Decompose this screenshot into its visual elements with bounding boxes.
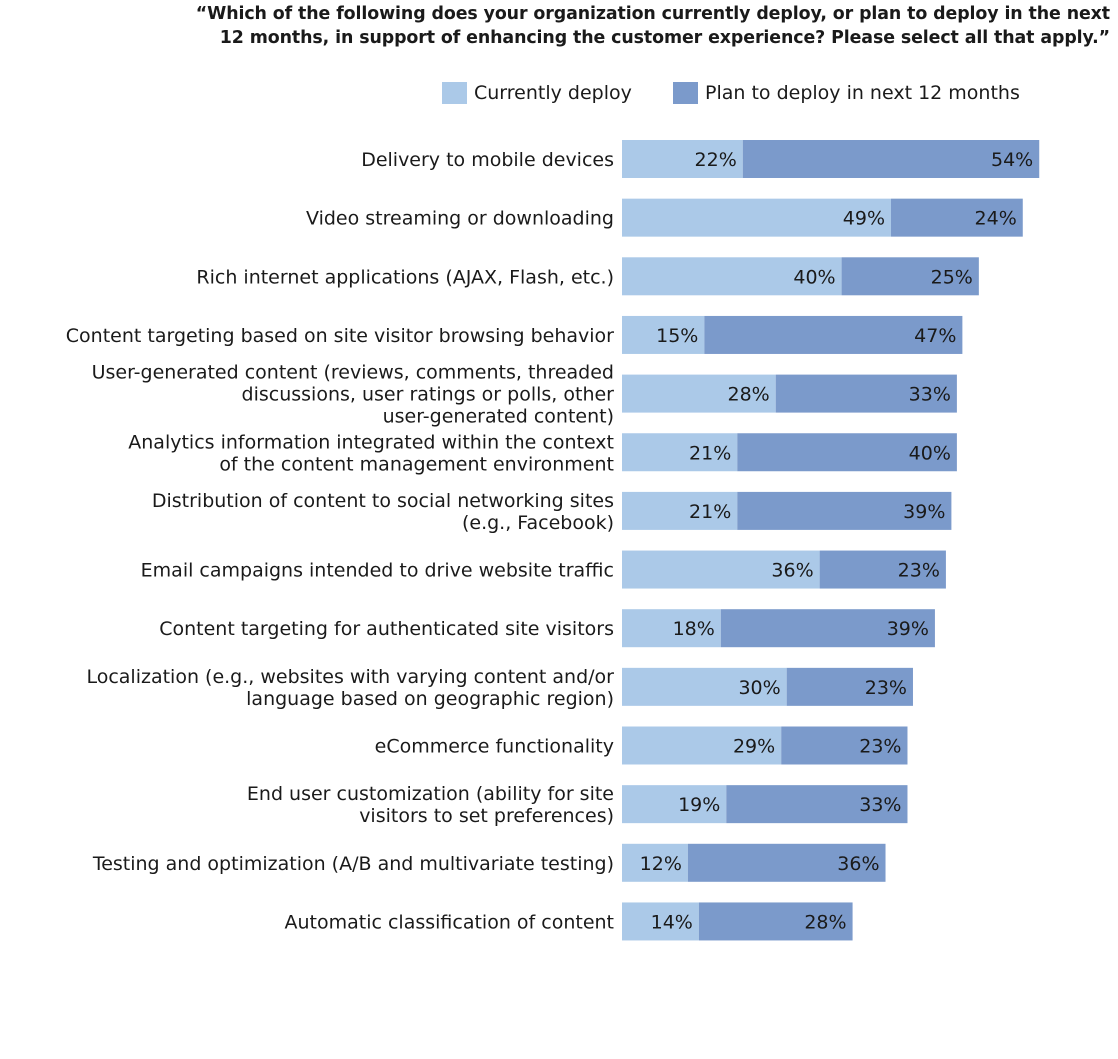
bar-plan-to-deploy-analytics-information-integrated-within-: [737, 433, 957, 472]
category-label-analytics-information-integrated-within--line-2: of the content management environment: [219, 453, 614, 475]
category-label-analytics-information-integrated-within--line-1: Analytics information integrated within …: [128, 431, 614, 453]
bar-currently-deploy-user-generated-content-reviews-comments-: [622, 374, 776, 413]
bar-plan-to-deploy-end-user-customization-ability-for-site-: [726, 785, 908, 824]
chart-title-line-2: 12 months, in support of enhancing the c…: [219, 28, 1110, 48]
data-label-currently-deploy-content-targeting-for-authenticated-site: 18%: [673, 618, 715, 640]
category-label-rich-internet-applications-ajax-flash-et: Rich internet applications (AJAX, Flash,…: [196, 266, 614, 288]
data-label-currently-deploy-distribution-of-content-to-social-networ: 21%: [689, 501, 731, 523]
data-label-plan-to-deploy-rich-internet-applications-ajax-flash-et: 25%: [931, 266, 973, 288]
bar-currently-deploy-automatic-classification-of-content: [622, 902, 699, 941]
category-label-distribution-of-content-to-social-networ-line-2: (e.g., Facebook): [462, 512, 614, 534]
data-label-currently-deploy-automatic-classification-of-content: 14%: [651, 911, 693, 933]
legend-item-plan-to-deploy: Plan to deploy in next 12 months: [673, 80, 1020, 106]
chart-title-line-1: “Which of the following does your organi…: [195, 4, 1110, 24]
data-label-plan-to-deploy-automatic-classification-of-content: 28%: [804, 911, 846, 933]
data-label-plan-to-deploy-end-user-customization-ability-for-site-: 33%: [859, 794, 901, 816]
data-label-plan-to-deploy-testing-and-optimization-a-b-and-multiva: 36%: [837, 853, 879, 875]
category-label-end-user-customization-ability-for-site--line-1: End user customization (ability for site: [247, 783, 614, 805]
category-label-user-generated-content-reviews-comments--line-3: user-generated content): [383, 406, 614, 428]
data-label-currently-deploy-analytics-information-integrated-within-: 21%: [689, 442, 731, 464]
legend-label-plan-to-deploy: Plan to deploy in next 12 months: [705, 82, 1020, 104]
bar-plan-to-deploy-automatic-classification-of-content: [698, 902, 853, 941]
data-label-plan-to-deploy-delivery-to-mobile-devices: 54%: [991, 149, 1033, 171]
bar-plan-to-deploy-content-targeting-based-on-site-visitor-: [704, 315, 963, 354]
legend: Currently deploy Plan to deploy in next …: [0, 80, 1052, 106]
data-label-currently-deploy-rich-internet-applications-ajax-flash-et: 40%: [793, 266, 835, 288]
data-label-plan-to-deploy-content-targeting-for-authenticated-site: 39%: [887, 618, 929, 640]
bar-currently-deploy-delivery-to-mobile-devices: [622, 140, 743, 178]
category-label-user-generated-content-reviews-comments--line-2: discussions, user ratings or polls, othe…: [242, 384, 615, 406]
bar-currently-deploy-email-campaigns-intended-to-drive-websit: [622, 550, 820, 589]
data-label-plan-to-deploy-content-targeting-based-on-site-visitor-: 47%: [914, 325, 956, 347]
bar-currently-deploy-analytics-information-integrated-within-: [622, 433, 738, 472]
data-label-plan-to-deploy-video-streaming-or-downloading: 24%: [975, 208, 1017, 230]
bar-plan-to-deploy-localization-e-g-websites-with-varying-c: [786, 667, 913, 706]
bar-plan-to-deploy-ecommerce-functionality: [781, 726, 908, 765]
bar-plan-to-deploy-rich-internet-applications-ajax-flash-et: [841, 257, 979, 296]
bar-plan-to-deploy-email-campaigns-intended-to-drive-websit: [819, 550, 946, 589]
bar-currently-deploy-distribution-of-content-to-social-networ: [622, 491, 738, 530]
category-label-ecommerce-functionality: eCommerce functionality: [375, 736, 614, 758]
data-label-currently-deploy-video-streaming-or-downloading: 49%: [843, 208, 885, 230]
data-label-plan-to-deploy-user-generated-content-reviews-comments-: 33%: [909, 384, 951, 406]
legend-swatch-currently-deploy: [442, 82, 467, 104]
data-label-currently-deploy-user-generated-content-reviews-comments-: 28%: [727, 384, 769, 406]
data-label-currently-deploy-delivery-to-mobile-devices: 22%: [695, 149, 737, 171]
legend-item-currently-deploy: Currently deploy: [442, 80, 632, 106]
category-label-video-streaming-or-downloading: Video streaming or downloading: [306, 208, 614, 230]
bar-plan-to-deploy-video-streaming-or-downloading: [891, 198, 1023, 237]
data-label-currently-deploy-end-user-customization-ability-for-site-: 19%: [678, 794, 720, 816]
data-label-plan-to-deploy-ecommerce-functionality: 23%: [859, 736, 901, 758]
category-label-email-campaigns-intended-to-drive-websit: Email campaigns intended to drive websit…: [141, 560, 614, 582]
bar-currently-deploy-content-targeting-based-on-site-visitor-: [622, 315, 705, 354]
bar-currently-deploy-video-streaming-or-downloading: [622, 198, 892, 237]
data-label-currently-deploy-email-campaigns-intended-to-drive-websit: 36%: [771, 560, 813, 582]
data-label-currently-deploy-localization-e-g-websites-with-varying-c: 30%: [738, 677, 780, 699]
category-label-localization-e-g-websites-with-varying-c-line-2: language based on geographic region): [246, 688, 614, 710]
bar-plan-to-deploy-testing-and-optimization-a-b-and-multiva: [687, 843, 886, 882]
category-label-content-targeting-for-authenticated-site: Content targeting for authenticated site…: [159, 618, 614, 640]
data-label-currently-deploy-ecommerce-functionality: 29%: [733, 736, 775, 758]
bar-currently-deploy-content-targeting-for-authenticated-site: [622, 609, 721, 648]
bar-currently-deploy-ecommerce-functionality: [622, 726, 782, 765]
data-label-plan-to-deploy-distribution-of-content-to-social-networ: 39%: [903, 501, 945, 523]
bar-currently-deploy-testing-and-optimization-a-b-and-multiva: [622, 843, 688, 882]
chart-title: “Which of the following does your organi…: [10, 2, 1110, 50]
data-label-plan-to-deploy-localization-e-g-websites-with-varying-c: 23%: [865, 677, 907, 699]
category-label-localization-e-g-websites-with-varying-c-line-1: Localization (e.g., websites with varyin…: [86, 666, 614, 688]
data-label-currently-deploy-content-targeting-based-on-site-visitor-: 15%: [656, 325, 698, 347]
category-label-delivery-to-mobile-devices: Delivery to mobile devices: [361, 149, 614, 171]
category-label-testing-and-optimization-a-b-and-multiva: Testing and optimization (A/B and multiv…: [92, 853, 614, 875]
data-label-plan-to-deploy-email-campaigns-intended-to-drive-websit: 23%: [898, 560, 940, 582]
bar-currently-deploy-localization-e-g-websites-with-varying-c: [622, 667, 787, 706]
category-label-distribution-of-content-to-social-networ-line-1: Distribution of content to social networ…: [152, 490, 614, 512]
bar-currently-deploy-end-user-customization-ability-for-site-: [622, 785, 727, 824]
category-label-user-generated-content-reviews-comments--line-1: User-generated content (reviews, comment…: [92, 362, 614, 384]
bar-plan-to-deploy-delivery-to-mobile-devices: [742, 140, 1040, 178]
legend-swatch-plan-to-deploy: [673, 82, 698, 104]
category-label-automatic-classification-of-content: Automatic classification of content: [284, 911, 614, 933]
bar-plan-to-deploy-content-targeting-for-authenticated-site: [720, 609, 935, 648]
data-label-currently-deploy-testing-and-optimization-a-b-and-multiva: 12%: [640, 853, 682, 875]
bar-plan-to-deploy-user-generated-content-reviews-comments-: [775, 374, 957, 413]
bar-plan-to-deploy-distribution-of-content-to-social-networ: [737, 491, 952, 530]
category-label-end-user-customization-ability-for-site--line-2: visitors to set preferences): [359, 805, 614, 827]
bar-currently-deploy-rich-internet-applications-ajax-flash-et: [622, 257, 842, 296]
legend-label-currently-deploy: Currently deploy: [474, 82, 632, 104]
data-label-plan-to-deploy-analytics-information-integrated-within-: 40%: [909, 442, 951, 464]
category-label-content-targeting-based-on-site-visitor-: Content targeting based on site visitor …: [66, 325, 614, 347]
